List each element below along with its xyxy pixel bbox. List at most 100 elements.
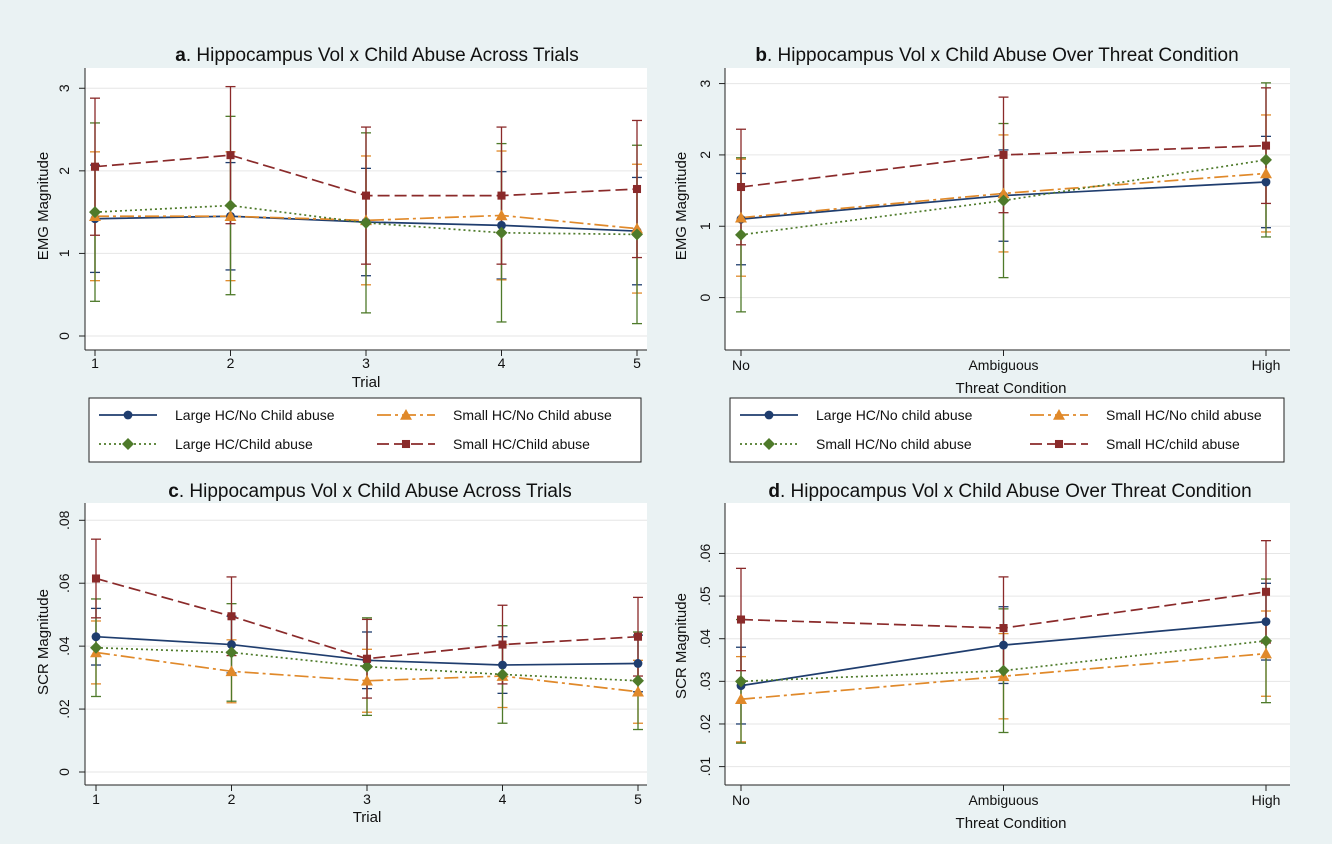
legend-marker (764, 410, 774, 420)
y-tick-label: 0 (56, 332, 72, 340)
data-point (999, 150, 1008, 159)
legend-marker (763, 438, 775, 450)
data-point (1260, 634, 1272, 647)
data-point (631, 228, 643, 241)
x-tick-label: 3 (362, 355, 370, 371)
data-point (227, 640, 236, 649)
x-tick-label: High (1252, 357, 1281, 373)
data-point (361, 191, 371, 200)
legend-marker (1053, 409, 1065, 420)
panel-c: c. Hippocampus Vol x Child Abuse Across … (35, 481, 647, 826)
data-point (631, 222, 643, 234)
data-point (1261, 587, 1271, 596)
legend-item: Small HC/Child abuse (377, 436, 590, 452)
panel-b-axes: 0 1 2 3 No Ambiguous High (697, 68, 1290, 373)
data-point (225, 665, 238, 677)
x-tick-label: 5 (633, 355, 641, 371)
data-point (495, 209, 508, 221)
data-point (999, 624, 1008, 633)
panel-a-legend-items: Large HC/No Child abuse Small HC/No Child… (99, 407, 612, 452)
y-tick-label: .03 (697, 671, 713, 691)
data-point (735, 693, 747, 705)
data-point (736, 615, 746, 624)
data-point (497, 220, 506, 230)
y-tick-label: .01 (697, 757, 713, 777)
series-line (740, 159, 1267, 236)
y-tick-label: 3 (697, 79, 713, 87)
legend-item: Large HC/No Child abuse (99, 407, 335, 423)
panel-b-plot-area (725, 68, 1290, 350)
legend-item: Small HC/No Child abuse (377, 407, 612, 423)
panel-c-ylabel: SCR Magnitude (35, 589, 52, 695)
panel-c-plot-area (85, 503, 647, 785)
panel-d: d. Hippocampus Vol x Child Abuse Over Th… (673, 481, 1290, 832)
data-point (1260, 167, 1272, 179)
panel-a-legend (88, 397, 642, 463)
panel-d-data (735, 540, 1272, 744)
legend-marker (122, 438, 134, 450)
panel-a-ylabel: EMG Magnitude (35, 152, 52, 260)
legend-item: Small HC/No child abuse (1030, 407, 1262, 423)
data-point (91, 574, 101, 583)
series-line (95, 214, 638, 230)
y-tick-label: 0 (56, 768, 72, 776)
x-tick-label: 1 (91, 355, 99, 371)
legend-label: Small HC/No child abuse (1106, 407, 1262, 423)
legend-label: Large HC/No Child abuse (175, 407, 335, 423)
data-point (90, 641, 102, 654)
panel-c-xlabel: Trial (353, 809, 382, 826)
panel-d-title: d. Hippocampus Vol x Child Abuse Over Th… (768, 481, 1251, 502)
y-tick-label: .06 (697, 544, 713, 564)
data-point (497, 191, 506, 200)
panel-d-axes: .01 .02 .03 .04 .05 .06 No Ambiguous High (697, 503, 1290, 808)
data-point (224, 210, 237, 222)
data-point (632, 685, 644, 697)
data-point (997, 194, 1010, 207)
panel-b-legend (729, 397, 1285, 463)
legend-item: Small HC/child abuse (1030, 436, 1240, 452)
panel-b-ylabel: EMG Magnitude (673, 152, 690, 260)
data-point (361, 674, 373, 686)
data-point (997, 187, 1010, 199)
legend-label: Large HC/No child abuse (816, 407, 973, 423)
data-point (632, 184, 642, 194)
data-point (1261, 177, 1271, 187)
data-point (362, 654, 372, 663)
x-tick-label: Ambiguous (968, 357, 1038, 373)
data-point (736, 182, 746, 192)
panel-b-title: b. Hippocampus Vol x Child Abuse Over Th… (755, 45, 1238, 66)
data-point (735, 211, 747, 223)
y-tick-label: 1 (56, 249, 72, 257)
y-tick-label: 1 (697, 222, 713, 230)
data-point (496, 668, 509, 681)
data-point (1260, 153, 1272, 166)
legend-item: Large HC/Child abuse (99, 436, 313, 452)
panel-a: a. Hippocampus Vol x Child Abuse Across … (35, 45, 647, 463)
panel-d-ylabel: SCR Magnitude (673, 593, 690, 699)
x-tick-label: No (732, 357, 750, 373)
data-point (227, 612, 236, 621)
data-point (226, 151, 235, 160)
data-point (735, 228, 747, 241)
x-tick-label: 2 (228, 791, 236, 807)
legend-marker (400, 409, 412, 420)
y-tick-label: 3 (56, 84, 72, 92)
panel-a-xlabel: Trial (352, 374, 381, 391)
y-tick-label: .04 (697, 629, 713, 649)
x-tick-label: No (732, 792, 750, 808)
data-point (997, 664, 1010, 677)
panel-a-data (89, 85, 643, 325)
data-point (89, 206, 101, 219)
x-tick-label: Ambiguous (968, 792, 1038, 808)
panel-b-data (735, 82, 1272, 313)
data-point (225, 646, 238, 659)
data-point (735, 675, 747, 688)
data-point (495, 226, 508, 239)
y-tick-label: .02 (697, 714, 713, 734)
x-tick-label: 1 (92, 791, 100, 807)
panel-c-axes: 0 .02 .04 .06 .08 1 2 3 4 5 (56, 503, 647, 807)
series-line (94, 204, 638, 236)
data-point (999, 640, 1008, 650)
legend-item: Large HC/No child abuse (740, 407, 973, 423)
